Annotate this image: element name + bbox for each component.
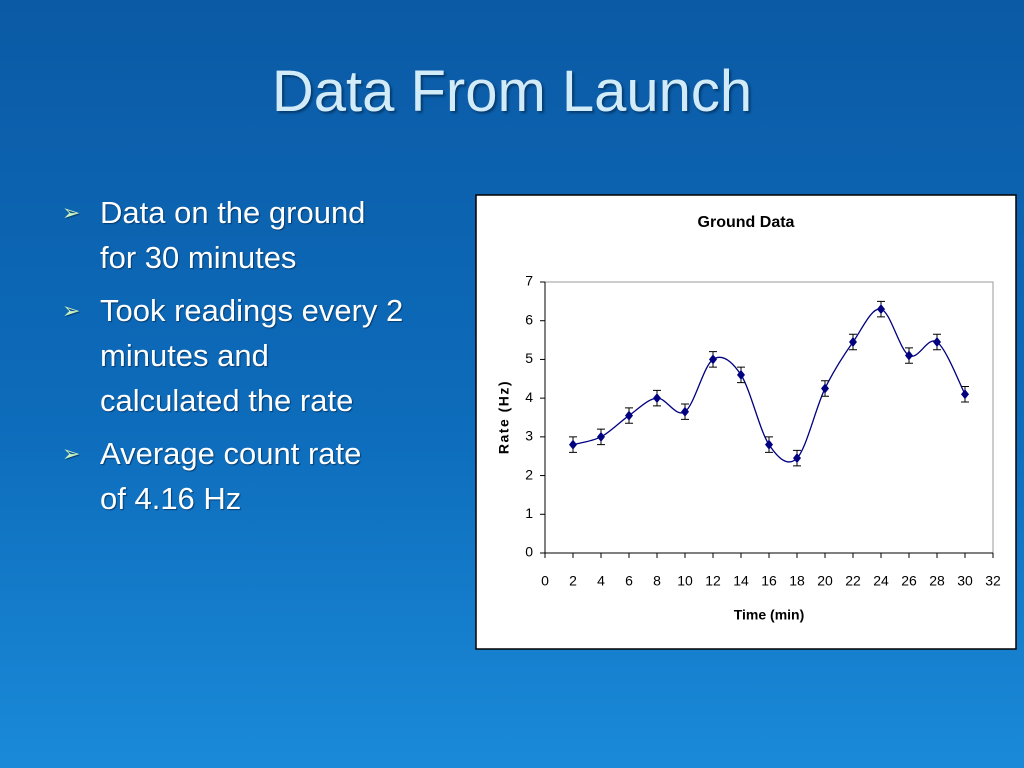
y-tick-label: 4 xyxy=(525,389,533,405)
x-tick-label: 20 xyxy=(817,573,833,589)
data-point xyxy=(765,439,773,450)
x-tick-label: 32 xyxy=(985,573,1001,589)
x-tick-label: 18 xyxy=(789,573,805,589)
data-point xyxy=(905,350,913,361)
y-axis-label: Rate (Hz) xyxy=(496,380,512,454)
x-tick-label: 0 xyxy=(541,573,549,589)
x-tick-label: 12 xyxy=(705,573,721,589)
bullet-text: minutes and xyxy=(100,338,269,373)
data-point xyxy=(569,439,577,450)
x-tick-label: 4 xyxy=(597,573,605,589)
data-point xyxy=(849,337,857,348)
x-tick-label: 28 xyxy=(929,573,945,589)
y-tick-label: 3 xyxy=(525,428,533,444)
x-tick-label: 2 xyxy=(569,573,577,589)
bullet-text: calculated the rate xyxy=(100,383,354,418)
bullet-text: for 30 minutes xyxy=(100,240,297,275)
data-point xyxy=(793,453,801,464)
x-tick-label: 14 xyxy=(733,573,749,589)
data-point xyxy=(933,337,941,348)
x-axis-label: Time (min) xyxy=(734,607,805,623)
bullet-text: Data on the ground xyxy=(100,195,366,230)
bullet-text: Took readings every 2 xyxy=(100,293,404,328)
x-tick-label: 22 xyxy=(845,573,861,589)
bullet-text: of 4.16 Hz xyxy=(100,481,242,516)
data-point xyxy=(737,369,745,380)
y-tick-label: 1 xyxy=(525,505,533,521)
x-tick-label: 8 xyxy=(653,573,661,589)
x-tick-label: 30 xyxy=(957,573,973,589)
chart-title: Ground Data xyxy=(698,214,795,231)
y-tick-label: 6 xyxy=(525,311,533,327)
slide-title: Data From Launch xyxy=(271,59,753,124)
bullet-text: Average count rate xyxy=(100,436,362,471)
y-tick-label: 2 xyxy=(525,466,533,482)
data-point xyxy=(877,304,885,315)
x-tick-label: 26 xyxy=(901,573,917,589)
data-point xyxy=(625,410,633,421)
y-tick-label: 0 xyxy=(525,544,533,560)
x-tick-label: 16 xyxy=(761,573,777,589)
data-point xyxy=(961,389,969,400)
y-tick-label: 5 xyxy=(525,350,533,366)
data-point xyxy=(821,383,829,394)
bullet-list: Data on the ground for 30 minutes Took rea… xyxy=(62,190,403,529)
data-point xyxy=(709,354,717,365)
bullet: Average count rate of 4.16 Hz xyxy=(62,431,403,521)
x-tick-label: 6 xyxy=(625,573,633,589)
data-point xyxy=(681,406,689,417)
x-tick-label: 10 xyxy=(677,573,693,589)
chart-frame xyxy=(475,194,1017,650)
data-point xyxy=(653,393,661,404)
data-point xyxy=(597,431,605,442)
bullet: Took readings every 2 minutes and calculat… xyxy=(62,288,403,423)
x-tick-label: 24 xyxy=(873,573,889,589)
bullet: Data on the ground for 30 minutes xyxy=(62,190,403,280)
y-tick-label: 7 xyxy=(525,273,533,289)
